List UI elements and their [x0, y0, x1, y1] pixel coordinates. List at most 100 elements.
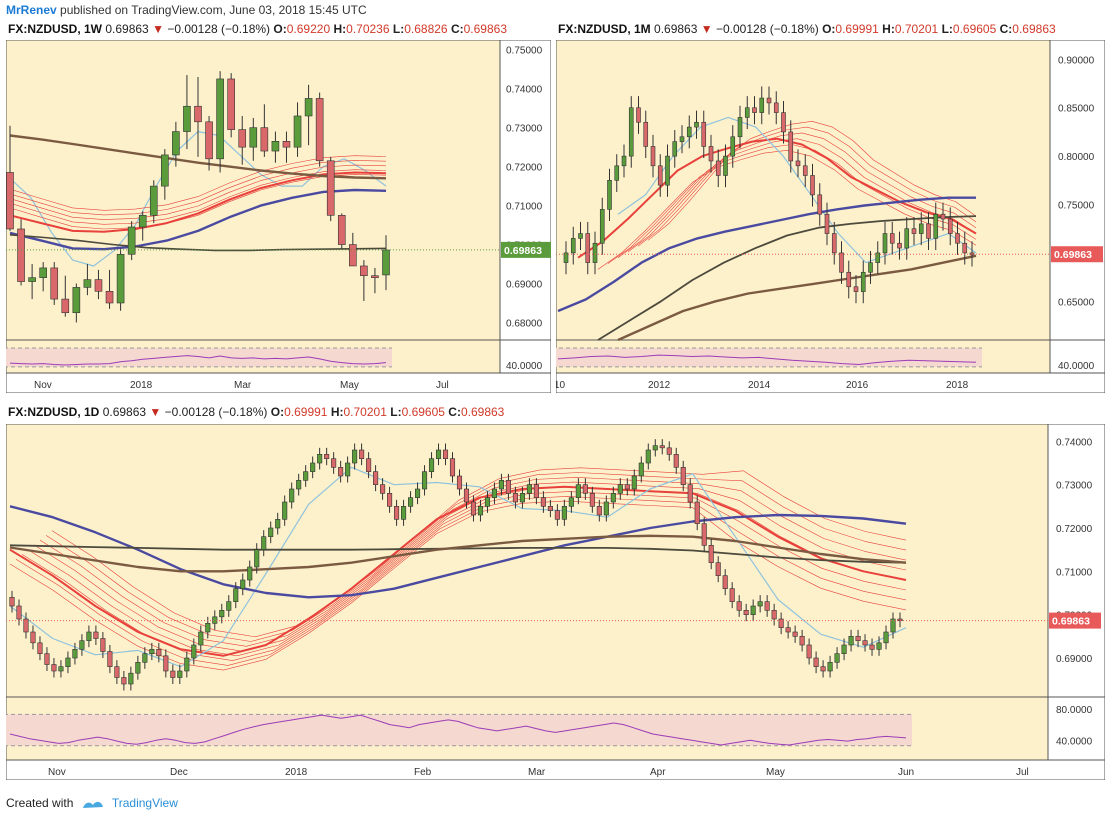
monthly-open: 0.69991 — [835, 22, 879, 36]
candle-body — [889, 233, 895, 244]
publish-info: published on TradingView.com, June 03, 2… — [60, 3, 367, 17]
candle-body — [484, 497, 491, 507]
daily-chart-header: FX:NZDUSD, 1D 0.69863 ▼ −0.00128 (−0.18%… — [8, 405, 505, 419]
daily-last: 0.69863 — [102, 405, 147, 419]
candle-body — [28, 277, 36, 282]
ema-ribbon-line — [51, 467, 907, 638]
candle-body — [701, 523, 707, 546]
candle-body — [853, 286, 859, 292]
down-arrow-icon: ▼ — [149, 405, 162, 419]
weekly-low-label: L: — [392, 22, 405, 36]
candle-body — [841, 644, 847, 654]
ma-brown — [617, 254, 977, 342]
candle-body — [643, 121, 649, 147]
candle-body — [249, 127, 258, 148]
candle-body — [463, 488, 470, 503]
candle-body — [940, 213, 946, 220]
candle-body — [810, 175, 815, 196]
x-tick-label: 2018 — [285, 767, 308, 778]
y-tick-label: 0.90000 — [1058, 55, 1095, 66]
y-tick-label: 0.74000 — [1056, 437, 1093, 448]
candle-body — [205, 623, 211, 633]
ema-red-thick — [9, 171, 387, 233]
candle-body — [373, 471, 379, 485]
candle-body — [304, 98, 313, 117]
candle-body — [631, 475, 637, 490]
candle-body — [645, 449, 651, 464]
rsi-line — [557, 354, 977, 365]
candle-body — [380, 484, 386, 494]
monthly-open-label: O: — [822, 22, 836, 36]
daily-symbol: FX:NZDUSD — [8, 405, 78, 419]
candle-body — [191, 644, 197, 659]
candle-body — [105, 290, 114, 304]
candle-body — [802, 165, 808, 176]
ma-brown — [9, 134, 387, 180]
author-link[interactable]: MrRenev — [6, 3, 57, 17]
candle-body — [100, 638, 106, 652]
daily-chart[interactable]: 0.740000.730000.720000.710000.700000.690… — [6, 424, 1105, 780]
down-arrow-icon: ▼ — [152, 22, 164, 36]
x-tick-label: 2014 — [748, 380, 771, 391]
weekly-symbol: FX:NZDUSD — [8, 22, 78, 36]
candle-body — [947, 218, 953, 234]
candle-body — [161, 154, 169, 187]
candle-body — [293, 115, 302, 148]
candle-body — [505, 480, 511, 494]
created-with-text: Created with — [6, 796, 74, 810]
ema-ribbon-line — [45, 472, 907, 642]
ma-blue — [557, 196, 976, 313]
candle-body — [855, 636, 861, 641]
candle-body — [163, 655, 169, 672]
monthly-chart[interactable]: 0.900000.850000.800000.750000.700000.650… — [556, 40, 1105, 393]
candle-body — [834, 653, 840, 663]
candle-body — [848, 636, 854, 646]
rsi-band — [6, 714, 912, 746]
candle-body — [862, 640, 868, 646]
y-tick-label: 0.65000 — [1058, 297, 1095, 308]
y-tick-label: 0.69000 — [1056, 654, 1093, 665]
candle-body — [93, 631, 99, 639]
daily-high-label: H: — [330, 405, 344, 419]
candle-body — [170, 670, 176, 678]
rsi-tick-label: 40.0000 — [1058, 361, 1095, 372]
tradingview-link[interactable]: TradingView — [111, 796, 178, 810]
x-tick-label: Dec — [170, 767, 188, 778]
candle-body — [585, 233, 591, 263]
weekly-last: 0.69863 — [105, 22, 149, 36]
monthly-high: 0.70201 — [894, 22, 939, 36]
candle-body — [72, 287, 81, 314]
weekly-chart-svg[interactable]: 0.750000.740000.730000.720000.710000.700… — [6, 40, 551, 393]
candle-body — [694, 501, 700, 524]
monthly-last: 0.69863 — [654, 22, 698, 36]
tradingview-logo-icon — [82, 801, 103, 808]
candle-body — [624, 484, 630, 490]
y-tick-label: 0.71000 — [1056, 567, 1093, 578]
candle-body — [260, 127, 269, 152]
candle-body — [897, 242, 902, 249]
candle-body — [16, 605, 22, 620]
rsi-tick-label: 40.0000 — [506, 361, 543, 372]
candle-body — [303, 471, 309, 481]
candle-body — [764, 601, 770, 611]
candle-body — [672, 141, 678, 157]
x-tick-label: Nov — [34, 380, 52, 391]
candle-body — [238, 129, 247, 148]
candle-body — [456, 475, 463, 490]
candle-body — [51, 664, 57, 672]
candle-body — [6, 172, 14, 230]
candle-body — [359, 449, 365, 459]
monthly-chart-svg[interactable]: 0.900000.850000.800000.750000.700000.650… — [556, 40, 1105, 393]
candle-body — [926, 223, 931, 239]
daily-open-label: O: — [270, 405, 285, 419]
ema-ribbon-line — [597, 150, 977, 270]
daily-chart-svg[interactable]: 0.740000.730000.720000.710000.700000.690… — [6, 424, 1105, 780]
candle-body — [650, 146, 656, 167]
candle-body — [757, 601, 763, 607]
candle-body — [799, 636, 805, 646]
candle-body — [589, 493, 595, 507]
weekly-chart[interactable]: 0.750000.740000.730000.720000.710000.700… — [6, 40, 551, 393]
candle-body — [449, 458, 456, 477]
candle-body — [679, 136, 685, 142]
candle-body — [744, 107, 750, 118]
